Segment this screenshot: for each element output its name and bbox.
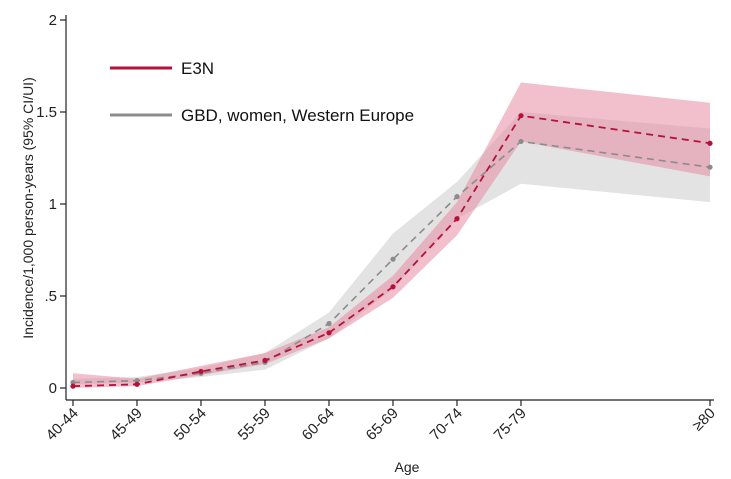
- data-point-e3n: [390, 284, 396, 290]
- y-tick-label: 1: [49, 196, 57, 213]
- y-tick-label: 1.5: [36, 104, 57, 121]
- ci-band-gbd: [73, 112, 710, 385]
- x-tick-label: 40-44: [43, 405, 82, 444]
- x-axis-title: Age: [395, 459, 420, 475]
- x-tick-label: 45-49: [107, 405, 146, 444]
- y-tick-label: 0: [49, 380, 57, 397]
- data-point-gbd: [70, 379, 76, 386]
- y-tick-label: .5: [44, 288, 57, 305]
- data-point-e3n: [70, 383, 76, 389]
- y-axis-title: Incidence/1,000 person-years (95% CI/UI): [20, 77, 36, 338]
- data-point-gbd: [390, 256, 396, 262]
- x-tick-label: 55-59: [235, 405, 274, 444]
- data-point-e3n: [326, 330, 332, 336]
- confidence-bands: [73, 82, 710, 388]
- series-points: [70, 113, 713, 389]
- data-point-e3n: [134, 381, 140, 387]
- data-point-gbd: [518, 138, 524, 145]
- data-point-gbd: [707, 164, 713, 170]
- data-point-gbd: [326, 321, 332, 327]
- data-point-gbd: [134, 378, 140, 384]
- ci-band-e3n: [73, 82, 710, 388]
- data-point-gbd: [454, 194, 460, 200]
- data-point-e3n: [454, 216, 460, 222]
- y-tick-label: 2: [49, 12, 57, 29]
- legend: E3N GBD, women, Western Europe: [110, 59, 414, 125]
- x-tick-label: 65-69: [363, 405, 402, 444]
- legend-label-e3n: E3N: [181, 59, 214, 78]
- data-point-e3n: [707, 140, 713, 146]
- x-tick-label: 75-79: [491, 405, 530, 444]
- x-tick-label: 60-64: [299, 405, 338, 444]
- x-tick-label: ≥80: [689, 405, 719, 435]
- legend-label-gbd: GBD, women, Western Europe: [181, 106, 414, 125]
- data-point-e3n: [198, 368, 204, 375]
- data-point-e3n: [262, 357, 268, 363]
- x-tick-label: 70-74: [427, 405, 466, 444]
- x-tick-label: 50-54: [171, 405, 210, 444]
- data-point-e3n: [518, 113, 524, 119]
- series-line-e3n: [72, 114, 711, 388]
